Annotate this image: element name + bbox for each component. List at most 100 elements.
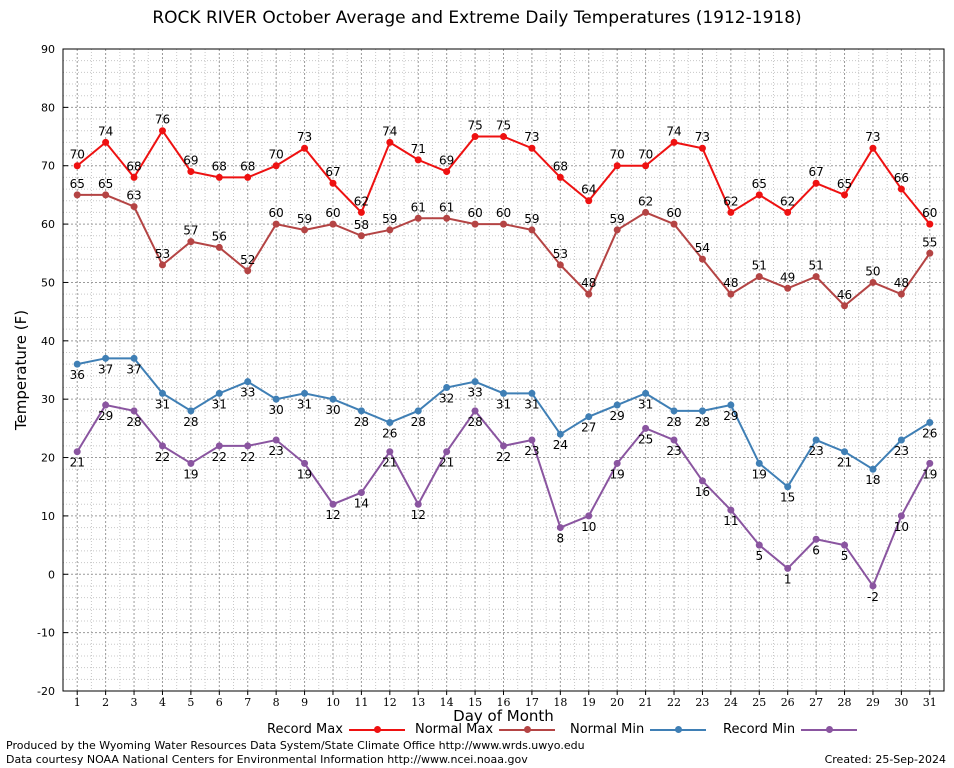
data-point-normal-max	[187, 238, 195, 246]
data-point-record-max	[812, 179, 820, 187]
x-tick-label: 20	[610, 696, 624, 709]
data-label-record-max: 70	[269, 148, 284, 162]
x-tick-label: 24	[724, 696, 738, 709]
data-point-record-max	[897, 185, 905, 193]
data-point-record-max	[386, 138, 394, 146]
data-point-record-min	[755, 541, 763, 549]
data-point-normal-max	[471, 220, 479, 228]
data-label-normal-min: 24	[553, 438, 568, 452]
data-label-normal-min: 27	[581, 421, 596, 435]
data-point-normal-max	[897, 290, 905, 298]
data-point-record-min	[897, 512, 905, 520]
data-point-record-max	[158, 127, 166, 135]
data-label-record-max: 62	[354, 194, 369, 208]
data-point-record-min	[244, 442, 252, 450]
footer-created: Created: 25-Sep-2024	[824, 753, 946, 766]
y-tick-label: 20	[41, 452, 55, 465]
data-label-record-max: 62	[780, 194, 795, 208]
data-point-record-max	[727, 208, 735, 216]
data-label-normal-max: 59	[382, 212, 397, 226]
y-tick-label: 80	[41, 101, 55, 114]
data-point-normal-max	[613, 226, 621, 234]
data-label-record-max: 68	[126, 159, 141, 173]
y-tick-label: 60	[41, 218, 55, 231]
data-label-normal-max: 65	[70, 177, 85, 191]
data-point-normal-min	[244, 378, 252, 386]
data-label-normal-max: 65	[98, 177, 113, 191]
data-label-record-min: 22	[155, 450, 170, 464]
legend-record-min: Record Min	[723, 722, 858, 737]
data-label-record-min: 5	[755, 549, 763, 563]
data-label-record-max: 76	[155, 113, 170, 127]
data-point-normal-min	[73, 360, 81, 368]
data-label-record-max: 68	[240, 159, 255, 173]
data-label-record-max: 65	[752, 177, 767, 191]
x-tick-label: 15	[468, 696, 482, 709]
legend-label-normal-max: Normal Max	[415, 722, 494, 737]
data-point-record-max	[329, 179, 337, 187]
data-label-record-max: 69	[183, 154, 198, 168]
data-label-normal-min: 31	[155, 397, 170, 411]
data-label-record-min: 19	[183, 467, 198, 481]
y-tick-label: 50	[41, 276, 55, 289]
x-tick-label: 13	[411, 696, 425, 709]
data-point-normal-min	[528, 389, 536, 397]
legend-normal-max: Normal Max	[415, 722, 556, 737]
data-point-normal-min	[727, 401, 735, 409]
data-label-record-min: 19	[610, 467, 625, 481]
data-point-normal-min	[329, 395, 337, 403]
data-label-record-min: 1	[784, 572, 792, 586]
data-point-record-min	[585, 512, 593, 520]
data-point-normal-max	[755, 273, 763, 281]
data-label-record-min: 19	[297, 467, 312, 481]
data-label-normal-min: 37	[98, 362, 113, 376]
data-point-normal-max	[357, 232, 365, 240]
data-point-record-min	[698, 477, 706, 485]
data-label-record-min: 8	[557, 532, 565, 546]
x-tick-label: 19	[582, 696, 596, 709]
data-label-record-max: 71	[411, 142, 426, 156]
data-point-record-max	[414, 156, 422, 164]
data-label-record-max: 73	[524, 130, 539, 144]
data-point-record-min	[187, 459, 195, 467]
data-label-record-min: 10	[581, 520, 596, 534]
data-point-normal-max	[443, 214, 451, 222]
x-tick-label: 10	[326, 696, 340, 709]
data-point-record-max	[73, 162, 81, 170]
x-tick-label: 16	[497, 696, 511, 709]
data-point-normal-min	[272, 395, 280, 403]
data-label-record-max: 66	[894, 171, 909, 185]
data-label-normal-max: 48	[723, 276, 738, 290]
data-point-normal-max	[869, 278, 877, 286]
data-point-record-min	[556, 524, 564, 532]
data-point-normal-max	[329, 220, 337, 228]
data-label-record-min: -2	[867, 590, 879, 604]
data-point-normal-max	[784, 284, 792, 292]
data-label-normal-max: 48	[581, 276, 596, 290]
x-axis-title: Day of Month	[453, 707, 554, 725]
data-label-record-max: 65	[837, 177, 852, 191]
data-label-normal-max: 56	[212, 229, 227, 243]
data-point-record-max	[301, 144, 309, 152]
data-point-normal-min	[897, 436, 905, 444]
data-point-record-min	[841, 541, 849, 549]
data-point-record-max	[841, 191, 849, 199]
data-point-normal-min	[642, 389, 650, 397]
data-point-normal-min	[841, 448, 849, 456]
data-label-record-min: 21	[70, 456, 85, 470]
data-point-normal-min	[215, 389, 223, 397]
data-point-normal-min	[500, 389, 507, 397]
data-label-normal-min: 15	[780, 491, 795, 505]
data-point-record-min	[357, 489, 365, 497]
y-tick-label: -20	[37, 685, 55, 698]
data-point-record-min	[158, 442, 166, 450]
data-label-normal-max: 60	[666, 206, 681, 220]
footer-produced-by: Produced by the Wyoming Water Resources …	[6, 739, 585, 752]
data-point-normal-min	[386, 419, 394, 427]
data-point-normal-max	[841, 302, 849, 310]
data-label-normal-min: 23	[894, 444, 909, 458]
data-label-normal-max: 58	[354, 218, 369, 232]
data-label-record-max: 73	[695, 130, 710, 144]
data-label-normal-min: 28	[354, 415, 369, 429]
data-label-record-min: 22	[496, 450, 511, 464]
